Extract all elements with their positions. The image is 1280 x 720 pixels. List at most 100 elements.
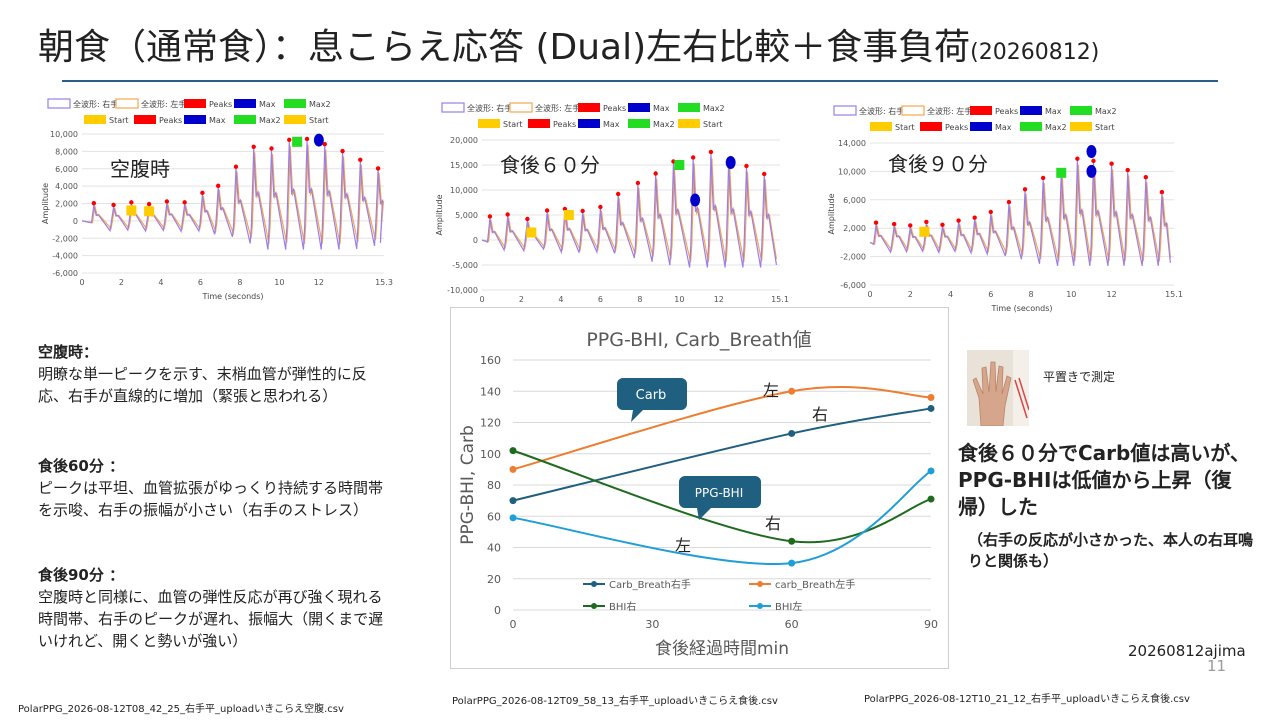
start-marker bbox=[144, 206, 155, 217]
bhi-callout-label: PPG-BHI bbox=[695, 486, 743, 500]
series-line bbox=[512, 470, 932, 565]
y-tick-label: 5,000 bbox=[455, 211, 478, 220]
wave-markers bbox=[91, 133, 381, 217]
y-tick-label: -10,000 bbox=[447, 286, 478, 295]
peak-marker bbox=[940, 222, 945, 227]
waveform-chart-fasting: 全波形: 右手平 全波形: 左手平 Peaks Max Max2 Start Peaks Ma… bbox=[38, 96, 398, 314]
note-90min-body: 空腹時と同様に、血管の弾性反応が再び強く現れる時間帯、右手のピークが遅れ、振幅大… bbox=[38, 588, 384, 650]
peak-marker bbox=[525, 216, 530, 222]
legend-label: Peaks bbox=[553, 120, 576, 129]
legend-swatch bbox=[234, 115, 256, 124]
peak-marker bbox=[891, 221, 897, 227]
y-tick-label: 80 bbox=[487, 479, 501, 492]
hand-photo-image bbox=[967, 350, 1030, 427]
legend-label: Max2 bbox=[309, 100, 331, 109]
peak-marker bbox=[924, 219, 929, 225]
side-annotation: 右 bbox=[765, 514, 781, 533]
y-tick-label: -6,000 bbox=[840, 281, 866, 290]
y-tick-label: 14,000 bbox=[838, 139, 866, 148]
legend-label: Peaks bbox=[209, 100, 232, 109]
legend-label: Max2 bbox=[1045, 123, 1067, 132]
legend-swatch bbox=[833, 105, 857, 116]
legend-label: Max bbox=[209, 116, 226, 125]
legend-label: Peaks bbox=[995, 107, 1018, 116]
x-tick-label: 8 bbox=[1029, 290, 1034, 299]
peak-marker bbox=[635, 180, 641, 186]
title-divider bbox=[62, 80, 1218, 82]
legend-swatch bbox=[578, 103, 600, 112]
x-tick-label: 15.1 bbox=[1165, 290, 1183, 299]
waveform-condition-label: 食後９０分 bbox=[888, 152, 988, 176]
peak-marker bbox=[129, 200, 134, 205]
x-tick-label: 0 bbox=[79, 278, 84, 287]
peak-marker bbox=[1040, 175, 1046, 181]
y-tick-label: 2,000 bbox=[843, 224, 866, 233]
y-tick-label: 8,000 bbox=[55, 147, 78, 156]
peak-marker bbox=[1109, 161, 1114, 166]
wave-axes: 10,000 8,000 6,000 4,000 2,000 0 -2,000 -4,000 -… bbox=[41, 130, 393, 301]
x-tick-label: 12 bbox=[1106, 290, 1116, 299]
y-tick-label: 40 bbox=[487, 542, 501, 555]
series-point bbox=[927, 404, 935, 412]
y-tick-label: 160 bbox=[480, 354, 501, 367]
legend-swatch bbox=[1070, 122, 1092, 131]
x-tick-label: 6 bbox=[198, 278, 203, 287]
legend-label: 全波形: 左手平 bbox=[141, 99, 194, 109]
y-tick-label: -6,000 bbox=[52, 269, 78, 278]
legend-swatch bbox=[970, 122, 992, 131]
photo-caption: 平置きで測定 bbox=[1043, 370, 1116, 384]
series-point bbox=[788, 429, 796, 437]
peak-marker bbox=[358, 157, 363, 162]
note-60min: 食後60分 ： ピークは平坦、血管拡張がゆっくり持続する時間帯を示唆、右手の振幅… bbox=[38, 455, 390, 521]
legend-label: 全波形: 左手平 bbox=[535, 103, 588, 113]
page-title: 朝食（通常食）：息こらえ応答 (Dual)左右比較＋食事負荷(20260812) bbox=[38, 18, 1099, 70]
max-marker bbox=[1086, 145, 1097, 159]
waveform-chart-60min: 全波形: 右手平 全波形: 左手平 Peaks Max Max2 Start Peaks Ma… bbox=[432, 100, 794, 312]
legend-label: Carb_Breath右手 bbox=[609, 578, 691, 591]
legend-swatch bbox=[870, 122, 892, 131]
legend-swatch bbox=[284, 115, 306, 124]
peak-marker bbox=[1075, 156, 1080, 161]
legend-label: Max2 bbox=[1095, 107, 1117, 116]
max2-marker bbox=[292, 136, 303, 147]
legend-swatch bbox=[678, 119, 700, 128]
legend-swatch bbox=[509, 102, 533, 113]
legend-swatch bbox=[628, 119, 650, 128]
peak-marker bbox=[972, 215, 977, 220]
peak-marker bbox=[580, 208, 585, 214]
legend-label: Max2 bbox=[259, 116, 281, 125]
legend-swatch bbox=[1020, 122, 1042, 131]
x-axis-label: Time (seconds) bbox=[201, 292, 263, 301]
slide-number: 11 bbox=[1207, 657, 1227, 675]
file-name-60min: PolarPPG_2026-08-12T09_58_13_右手平_uploadい… bbox=[452, 696, 778, 707]
x-tick-label: 2 bbox=[519, 295, 524, 304]
author-label: 20260812ajima bbox=[1128, 642, 1246, 660]
y-tick-label: 0 bbox=[473, 236, 478, 245]
legend-label: Start bbox=[703, 120, 723, 129]
series-point bbox=[788, 537, 796, 545]
peak-marker bbox=[762, 171, 767, 177]
peak-marker bbox=[744, 163, 749, 169]
legend-swatch bbox=[920, 122, 942, 131]
y-axis-label: Amplitude bbox=[435, 194, 444, 235]
legend-swatch bbox=[628, 103, 650, 112]
waveform-chart-90min: 全波形: 右手平 全波形: 左手平 Peaks Max Max2 Start Peaks Ma… bbox=[824, 103, 1184, 325]
hand-photo bbox=[967, 350, 1030, 427]
series-point bbox=[788, 559, 796, 567]
max-marker bbox=[725, 156, 736, 169]
legend-marker bbox=[591, 603, 597, 609]
y-tick-label: 140 bbox=[480, 385, 501, 398]
peak-marker bbox=[111, 202, 116, 208]
peak-marker bbox=[375, 166, 381, 171]
wave-markers bbox=[873, 145, 1165, 237]
peak-marker bbox=[988, 209, 993, 215]
peak-marker bbox=[956, 218, 961, 223]
legend-label: 全波形: 右手平 bbox=[467, 103, 520, 113]
x-tick-label: 12 bbox=[314, 278, 324, 287]
series-line bbox=[512, 407, 932, 502]
peak-marker bbox=[653, 171, 658, 176]
legend-marker bbox=[757, 603, 763, 609]
